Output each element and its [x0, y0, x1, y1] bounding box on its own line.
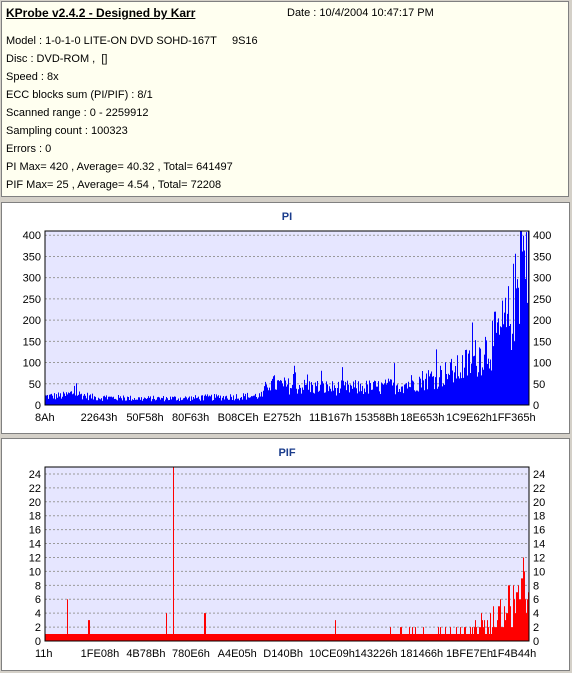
y-tick-label-right: 16 [533, 525, 545, 537]
y-tick-label-right: 300 [533, 273, 551, 285]
y-tick-label-left: 20 [29, 497, 41, 509]
y-tick-label-right: 6 [533, 594, 539, 606]
info-panel: KProbe v2.4.2 - Designed by Karr Date : … [1, 1, 569, 197]
plot-border [44, 230, 530, 406]
y-tick-label-left: 100 [23, 358, 41, 370]
x-tick-label: 15358Bh [355, 412, 399, 424]
y-tick-label-right: 12 [533, 552, 545, 564]
y-tick-label-right: 10 [533, 566, 545, 578]
disc-line: Disc : DVD-ROM , [] [6, 53, 108, 65]
y-tick-label-left: 16 [29, 525, 41, 537]
x-tick-label: 181466h [400, 648, 443, 660]
x-tick-label: 8Ah [35, 412, 55, 424]
y-tick-label-right: 200 [533, 315, 551, 327]
y-tick-label-left: 0 [35, 636, 41, 648]
x-tick-label: A4E05h [218, 648, 257, 660]
y-tick-label-left: 50 [29, 379, 41, 391]
y-tick-label-right: 250 [533, 294, 551, 306]
y-tick-label-left: 400 [23, 230, 41, 242]
y-tick-label-left: 2 [35, 622, 41, 634]
x-tick-label: 10CE09h [309, 648, 355, 660]
y-tick-label-left: 200 [23, 315, 41, 327]
y-tick-label-right: 2 [533, 622, 539, 634]
y-tick-label-right: 100 [533, 358, 551, 370]
y-tick-label-left: 24 [29, 469, 41, 481]
x-tick-label: 1C9E62h [446, 412, 492, 424]
y-tick-label-right: 400 [533, 230, 551, 242]
speed-line: Speed : 8x [6, 71, 59, 83]
x-tick-label: 1BFE7Eh [446, 648, 493, 660]
x-tick-label: 50F58h [126, 412, 163, 424]
y-tick-label-left: 18 [29, 511, 41, 523]
y-tick-label-left: 22 [29, 483, 41, 495]
x-tick-label: 18E653h [400, 412, 444, 424]
y-tick-label-right: 24 [533, 469, 545, 481]
data-series [45, 231, 529, 405]
y-tick-label-left: 150 [23, 336, 41, 348]
x-tick-label: 22643h [81, 412, 118, 424]
x-tick-label: B08CEh [218, 412, 259, 424]
data-series [45, 467, 529, 641]
x-tick-label: D140Bh [263, 648, 303, 660]
y-tick-label-left: 8 [35, 580, 41, 592]
pi-chart: PI 0 0 50 50 100 100 150 150 200 200 250 250 300 300 35… [23, 211, 552, 424]
x-tick-label: 1FF365h [492, 412, 536, 424]
y-tick-label-left: 300 [23, 273, 41, 285]
pif-chart-panel: PIF 0 0 2 2 4 4 6 6 8 8 10 10 12 12 14 14 16 16 18 18 20 20 22 2… [1, 438, 570, 671]
y-tick-label-right: 0 [533, 636, 539, 648]
y-tick-label-right: 14 [533, 539, 545, 551]
plot-border [44, 466, 530, 642]
y-tick-label-right: 22 [533, 483, 545, 495]
y-tick-label-left: 12 [29, 552, 41, 564]
pif-summary-line: PIF Max= 25 , Average= 4.54 , Total= 722… [6, 179, 222, 191]
y-tick-label-left: 0 [35, 400, 41, 412]
ecc-line: ECC blocks sum (PI/PIF) : 8/1 [6, 89, 153, 101]
sampling-count-line: Sampling count : 100323 [6, 125, 128, 137]
y-tick-label-left: 10 [29, 566, 41, 578]
y-tick-label-right: 20 [533, 497, 545, 509]
y-tick-label-right: 8 [533, 580, 539, 592]
x-tick-label: 4B78Bh [126, 648, 165, 660]
scanned-range-line: Scanned range : 0 - 2259912 [6, 107, 149, 119]
y-tick-label-left: 14 [29, 539, 41, 551]
model-line: Model : 1-0-1-0 LITE-ON DVD SOHD-167T 9S… [6, 35, 258, 47]
y-tick-label-left: 6 [35, 594, 41, 606]
scan-date: Date : 10/4/2004 10:47:17 PM [287, 7, 434, 19]
chart-title: PIF [278, 447, 295, 459]
y-tick-label-right: 150 [533, 336, 551, 348]
x-tick-label: 1F4B44h [492, 648, 537, 660]
plot-area [44, 466, 530, 642]
x-tick-label: 780E6h [172, 648, 210, 660]
x-tick-label: 143226h [355, 648, 398, 660]
y-tick-label-left: 350 [23, 251, 41, 263]
x-tick-label: 11B167h [309, 412, 352, 424]
pi-chart-panel: PI 0 0 50 50 100 100 150 150 200 200 250 250 300 300 35… [1, 202, 570, 434]
y-tick-label-right: 350 [533, 251, 551, 263]
y-tick-label-right: 0 [533, 400, 539, 412]
y-tick-label-left: 4 [35, 608, 41, 620]
pi-summary-line: PI Max= 420 , Average= 40.32 , Total= 64… [6, 161, 233, 173]
app-title: KProbe v2.4.2 - Designed by Karr [6, 6, 196, 20]
x-tick-label: 80F63h [172, 412, 209, 424]
y-tick-label-right: 18 [533, 511, 545, 523]
chart-title: PI [282, 211, 292, 223]
x-tick-label: E2752h [263, 412, 301, 424]
y-tick-label-right: 50 [533, 379, 545, 391]
y-tick-label-left: 250 [23, 294, 41, 306]
x-tick-label: 1FE08h [81, 648, 120, 660]
errors-line: Errors : 0 [6, 143, 52, 155]
x-tick-label: 11h [35, 648, 53, 660]
y-tick-label-right: 4 [533, 608, 539, 620]
